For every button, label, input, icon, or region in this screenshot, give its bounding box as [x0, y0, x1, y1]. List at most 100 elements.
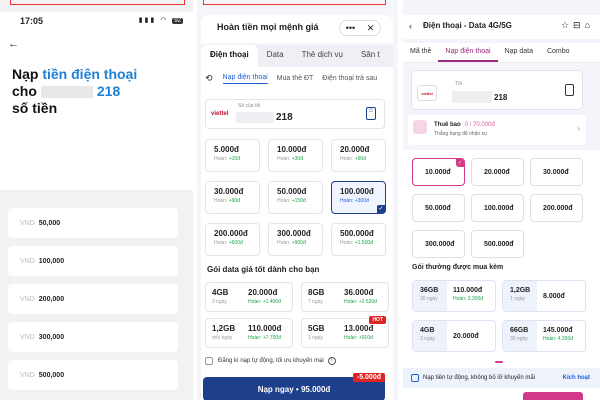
bundle-section-title: Gói thường được mua kèm — [412, 264, 504, 271]
check-icon: ✓ — [456, 159, 464, 167]
checkout-button-edge[interactable] — [523, 392, 583, 400]
bundle-card[interactable]: 1,2GB 1 ngày 8.000đ — [502, 280, 586, 312]
auto-topup-row[interactable]: Đăng kí nạp tự động, tối ưu khuyến mại ! — [205, 357, 336, 365]
denomination-card[interactable]: 300.000đ Hoàn: +900đ — [268, 223, 323, 256]
tab-data[interactable]: Data — [266, 50, 284, 59]
masked-phone — [236, 112, 274, 123]
subtab-tra-sau[interactable]: Điện thoại trả sau — [322, 75, 378, 82]
amount-option[interactable]: VND 500,000 — [8, 360, 178, 390]
sheet-title: Hoàn tiền mọi mệnh giá — [217, 22, 319, 32]
phone-input[interactable]: viettel Tôi 218 — [411, 70, 583, 110]
battery-icon: 92 — [172, 18, 183, 24]
header-actions: ••• ✕ — [339, 20, 381, 36]
sheet-header: Hoàn tiền mọi mệnh giá ••• ✕ — [201, 15, 393, 43]
denomination-card[interactable]: 500.000đ Hoàn: +1.500đ — [331, 223, 386, 256]
denomination-card[interactable]: 500.000đ — [471, 230, 524, 258]
signal-icon: ▮▮▮ — [138, 17, 157, 24]
tab-dien-thoai[interactable]: Điện thoại — [201, 45, 258, 67]
subtab-nap-dien-thoai[interactable]: Nạp điện thoại — [222, 74, 268, 84]
phone-input[interactable]: viettel Số của tôi 218 ☺ — [205, 99, 385, 129]
tab-ma-the[interactable]: Mã thẻ — [410, 48, 432, 55]
hot-badge: HOT — [369, 316, 386, 324]
data-pack-card[interactable]: 5GB 1 ngày 13.000đ Hoàn: +910đ HOT — [301, 316, 389, 348]
contacts-icon[interactable] — [565, 84, 574, 96]
back-arrow-icon[interactable]: ‹ — [409, 21, 412, 31]
heading-line-1: Nạp tiền điện thoại — [12, 66, 138, 82]
bundle-card[interactable]: 36GB 30 ngày 110.000đ Hoàn: 3.300đ — [412, 280, 496, 312]
auto-topup-label: Nạp tiền tự động, không bỏ lỡ khuyến mãi — [423, 375, 536, 381]
denomination-card-selected[interactable]: 10.000đ ✓ — [412, 158, 465, 186]
history-icon[interactable]: ⟲ — [205, 73, 213, 83]
bundle-card[interactable]: 4GB 3 ngày 20.000đ — [412, 320, 496, 352]
wifi-icon: ◠ — [160, 17, 169, 24]
topup-tabs: Mã thẻ Nạp điện thoại Nạp data Combo — [403, 43, 600, 63]
tab-the-dich-vu[interactable]: Thẻ dịch vụ — [301, 50, 343, 59]
status-bar: 17:05 ▮▮▮ ◠ 92 — [0, 12, 193, 28]
topup-header: ← Nạp tiền điện thoại cho 218 số tiền — [0, 28, 193, 190]
subscription-note: Thắng hạng để nhận xu — [434, 131, 487, 137]
data-pack-card[interactable]: 4GB 3 ngày 20.000đ Hoàn: +1.400đ — [205, 282, 293, 312]
auto-topup-checkbox[interactable] — [205, 357, 213, 365]
home-icon[interactable]: ⌂ — [584, 20, 594, 30]
amount-option[interactable]: VND 300,000 — [8, 322, 178, 352]
bundle-card[interactable]: 66GB 30 ngày 145.000đ Hoàn: 4.350đ — [502, 320, 586, 352]
viettel-logo: viettel — [211, 111, 229, 117]
denomination-card[interactable]: 20.000đ — [471, 158, 524, 186]
red-frame-edge — [10, 0, 185, 5]
close-icon[interactable]: ✕ — [366, 22, 375, 33]
cart-icon[interactable]: ⊟ — [573, 20, 585, 30]
amount-option[interactable]: VND 200,000 — [8, 284, 178, 314]
tab-nap-data[interactable]: Nạp data — [504, 48, 533, 55]
tab-san[interactable]: Săn t — [360, 50, 380, 59]
panel-bank-topup: 17:05 ▮▮▮ ◠ 92 ← Nạp tiền điện thoại cho… — [0, 0, 193, 400]
star-icon[interactable]: ☆ — [560, 20, 574, 30]
amount-option[interactable]: VND 100,000 — [8, 246, 178, 276]
back-arrow-icon[interactable]: ← — [8, 38, 19, 50]
denomination-card[interactable]: 200.000đ — [530, 194, 583, 222]
panel-wallet-topup: Hoàn tiền mọi mệnh giá ••• ✕ Điện thoại … — [197, 0, 398, 400]
info-icon[interactable]: ! — [327, 357, 336, 365]
denomination-section: 10.000đ ✓ 20.000đ 30.000đ 50.000đ 100.000… — [403, 150, 600, 400]
data-pack-card[interactable]: 1,2GB mỗi ngày 110.000đ Hoàn: +7.700đ — [205, 318, 293, 348]
contacts-icon[interactable]: ☺ — [366, 107, 376, 120]
denomination-card[interactable]: 50.000đ — [412, 194, 465, 222]
amount-option[interactable]: VND 50,000 — [8, 208, 178, 238]
denomination-card[interactable]: 50.000đ Hoàn: +150đ — [268, 181, 323, 214]
header-icons: ☆⊟⌂ — [561, 20, 594, 31]
masked-phone — [452, 91, 492, 103]
more-icon[interactable]: ••• — [345, 23, 356, 33]
phone-label: Tôi — [455, 81, 462, 87]
denomination-card[interactable]: 30.000đ — [530, 158, 583, 186]
heading-line-3: số tiền — [12, 100, 58, 116]
denomination-card[interactable]: 200.000đ Hoàn: +600đ — [205, 223, 260, 256]
viettel-logo: viettel — [417, 85, 437, 101]
denomination-card[interactable]: 30.000đ Hoàn: +90đ — [205, 181, 260, 214]
sheet-body: ⟲ Nạp điện thoại Mua thẻ ĐT Điện thoại t… — [201, 67, 393, 400]
amount-list: VND 50,000 VND 100,000 VND 200,000 VND 300,0… — [8, 208, 178, 398]
subscription-icon — [413, 120, 427, 134]
heading-line-2: cho 218 — [12, 83, 121, 99]
red-frame-edge — [203, 0, 386, 5]
pay-now-button[interactable]: Nạp ngay • 95.000đ — [203, 377, 385, 400]
status-time: 17:05 — [20, 16, 44, 26]
activate-link[interactable]: Kích hoạt — [562, 375, 590, 381]
data-pack-card[interactable]: 8GB 7 ngày 36.000đ Hoàn: +2.520đ — [301, 282, 389, 312]
carousel-indicator — [495, 361, 503, 363]
status-icons: ▮▮▮ ◠ 92 — [139, 16, 183, 24]
denomination-card[interactable]: 10.000đ Hoàn: +30đ — [268, 139, 323, 172]
denomination-card[interactable]: 100.000đ — [471, 194, 524, 222]
denomination-card[interactable]: 5.000đ Hoàn: +15đ — [205, 139, 260, 172]
tab-combo[interactable]: Combo — [546, 48, 570, 55]
data-section-title: Gói data giá tốt dành cho bạn — [207, 265, 320, 274]
denomination-card[interactable]: 20.000đ Hoàn: +60đ — [331, 139, 386, 172]
phone-number: 218 — [276, 112, 293, 123]
subtab-mua-the[interactable]: Mua thẻ ĐT — [276, 75, 314, 82]
denomination-card[interactable]: 300.000đ — [412, 230, 465, 258]
denomination-card-selected[interactable]: 100.000đ Hoàn: +300đ ✓ — [331, 181, 386, 214]
subtabs: ⟲ Nạp điện thoại Mua thẻ ĐT Điện thoại t… — [205, 73, 393, 84]
subscription-banner[interactable]: Thuê bao 0 / 70.000đ Thắng hạng để nhận x… — [408, 115, 586, 145]
chevron-right-icon: › — [577, 124, 580, 133]
discount-badge: -5.000đ — [352, 373, 385, 382]
check-icon: ✓ — [377, 205, 385, 213]
tab-nap-dien-thoai[interactable]: Nạp điện thoại — [438, 43, 498, 62]
